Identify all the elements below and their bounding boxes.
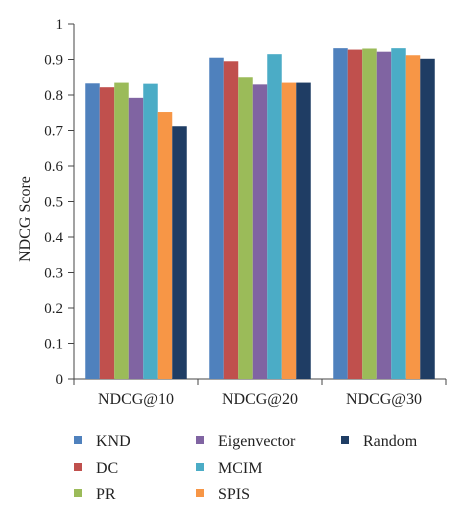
legend-swatch-spis [196, 489, 204, 497]
y-tick-label: 0.3 [44, 266, 63, 282]
bars [85, 48, 435, 380]
bar-spis-ndcg-at-30 [405, 55, 421, 380]
bar-spis-ndcg-at-10 [157, 112, 173, 379]
bar-dc-ndcg-at-20 [223, 61, 239, 380]
legend-swatch-knd [74, 436, 82, 444]
bar-knd-ndcg-at-30 [333, 48, 348, 379]
y-tick-label: 0.2 [44, 301, 63, 317]
bar-mcim-ndcg-at-20 [267, 54, 282, 380]
bar-knd-ndcg-at-10 [85, 83, 100, 379]
legend-label-eigenvector: Eigenvector [218, 433, 296, 450]
x-tick-label: NDCG@30 [346, 391, 422, 408]
y-tick-label: 0.8 [44, 88, 63, 104]
bar-pr-ndcg-at-30 [362, 48, 377, 380]
legend-label-dc: DC [96, 460, 118, 477]
bar-pr-ndcg-at-20 [238, 77, 253, 379]
bar-mcim-ndcg-at-30 [391, 48, 406, 379]
legend-swatch-pr [74, 489, 82, 497]
legend-label-mcim: MCIM [218, 460, 262, 477]
legend-label-spis: SPIS [218, 486, 250, 503]
legend: KND DC PR Eigenvector MCIM SPIS Random [74, 433, 418, 503]
y-tick-label: 0.6 [44, 159, 63, 175]
bar-spis-ndcg-at-20 [281, 82, 297, 379]
y-tick-label: 1 [56, 17, 64, 33]
bar-knd-ndcg-at-20 [209, 57, 224, 379]
x-axis: NDCG@10 NDCG@20 NDCG@30 [73, 378, 447, 408]
bar-pr-ndcg-at-10 [114, 82, 129, 379]
legend-swatch-mcim [196, 463, 204, 471]
x-tick-label: NDCG@20 [222, 391, 298, 408]
bar-dc-ndcg-at-30 [347, 49, 363, 380]
y-axis: 0 0.1 0.2 0.3 0.4 0.5 0.6 0.7 0.8 0.9 1 [44, 17, 75, 388]
x-tick-label: NDCG@10 [98, 391, 174, 408]
y-tick-label: 0.4 [44, 230, 63, 246]
bar-dc-ndcg-at-10 [99, 87, 115, 379]
y-tick-label: 0.9 [44, 53, 63, 69]
y-tick-label: 0.1 [44, 337, 63, 353]
legend-swatch-random [341, 436, 349, 444]
bar-eigenvector-ndcg-at-20 [252, 84, 268, 379]
legend-label-knd: KND [96, 433, 131, 450]
bar-random-ndcg-at-30 [420, 58, 435, 379]
bar-eigenvector-ndcg-at-30 [376, 51, 392, 379]
legend-swatch-eigenvector [196, 436, 204, 444]
bar-eigenvector-ndcg-at-10 [128, 97, 144, 379]
y-tick-label: 0.5 [44, 195, 63, 211]
bar-mcim-ndcg-at-10 [143, 83, 158, 379]
legend-label-random: Random [363, 433, 418, 450]
y-tick-label: 0 [56, 372, 64, 388]
y-tick-label: 0.7 [44, 124, 63, 140]
bar-random-ndcg-at-10 [172, 126, 187, 380]
y-axis-title: NDCG Score [17, 176, 34, 262]
bar-random-ndcg-at-20 [296, 82, 311, 379]
legend-label-pr: PR [96, 486, 116, 503]
legend-swatch-dc [74, 463, 82, 471]
